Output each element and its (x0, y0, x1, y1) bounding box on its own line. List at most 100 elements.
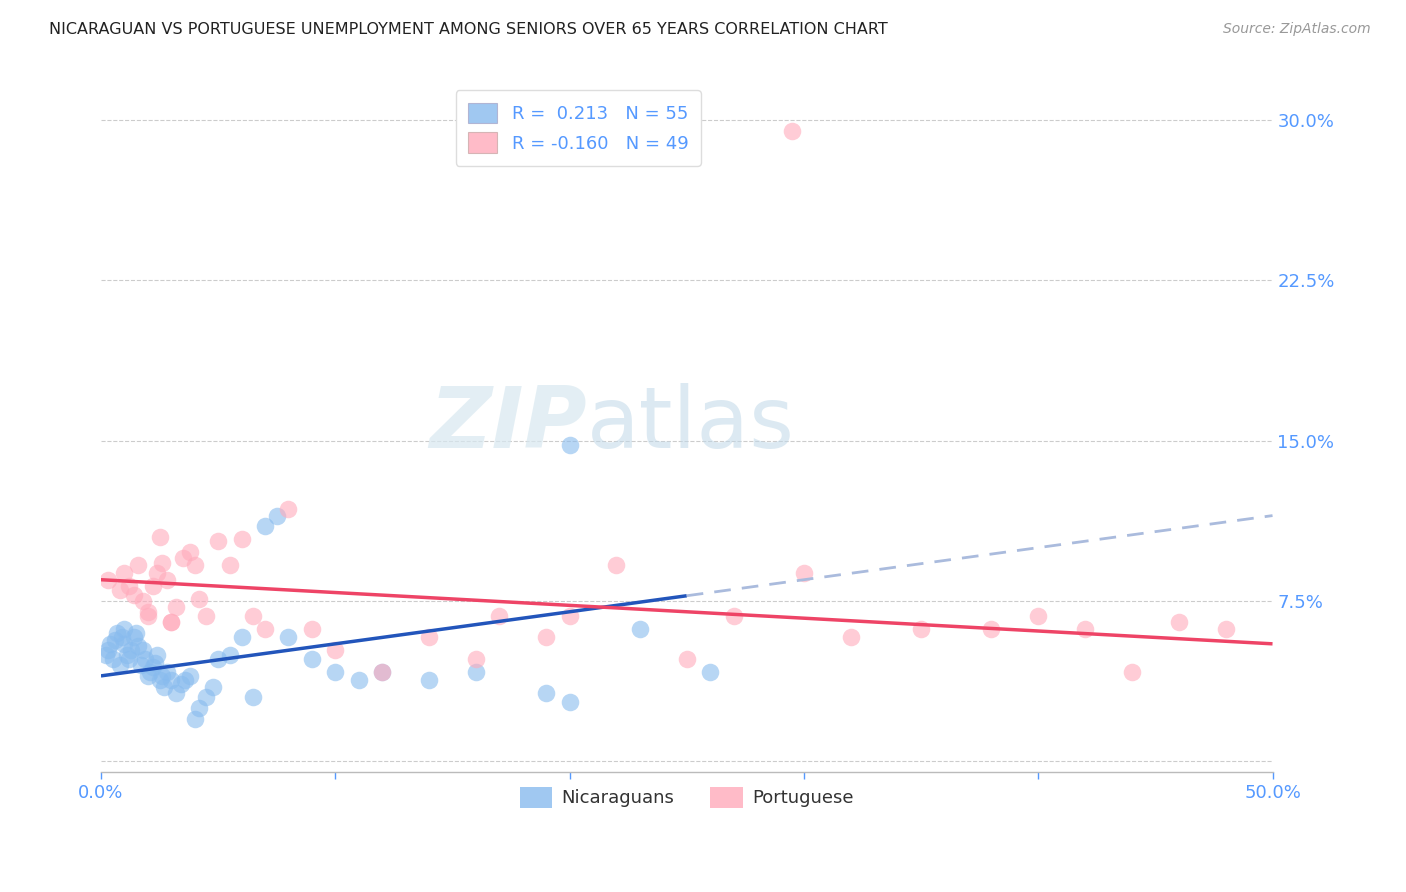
Point (136, 669, 159, 683)
Point (347, 673, 370, 688)
Point (153, 680, 176, 694)
Point (120, 643, 142, 657)
Point (1074, 622, 1097, 636)
Point (534, 686, 557, 700)
Point (132, 643, 155, 657)
Point (108, 583, 131, 598)
Point (112, 637, 135, 651)
Point (101, 652, 124, 666)
Point (242, 609, 264, 624)
Point (323, 665, 346, 679)
Point (558, 438, 581, 452)
Point (97, 573, 120, 587)
Point (105, 626, 128, 640)
Point (179, 669, 201, 683)
Point (112, 566, 135, 581)
Point (202, 680, 225, 694)
Point (146, 648, 169, 662)
Point (127, 639, 149, 653)
Point (464, 665, 486, 679)
Point (148, 530, 170, 544)
Point (155, 573, 177, 587)
Point (323, 643, 346, 657)
Point (136, 609, 159, 624)
Point (675, 652, 697, 666)
Point (188, 591, 211, 606)
Point (558, 694, 581, 708)
Point (165, 600, 187, 615)
Point (207, 534, 229, 549)
Point (118, 652, 141, 666)
Point (980, 622, 1002, 636)
Point (108, 658, 131, 673)
Point (188, 701, 211, 715)
Point (195, 609, 218, 624)
Point (134, 652, 156, 666)
Point (174, 673, 197, 688)
Point (699, 665, 721, 679)
Text: atlas: atlas (588, 384, 796, 467)
Point (160, 615, 183, 630)
Point (97, 643, 120, 657)
Point (231, 532, 253, 546)
Point (195, 690, 218, 705)
Point (231, 631, 253, 645)
Point (141, 579, 163, 593)
Point (301, 622, 323, 636)
Point (253, 622, 276, 636)
Point (160, 673, 183, 688)
Point (98, 637, 121, 651)
Point (910, 622, 932, 636)
Point (218, 648, 240, 662)
Point (150, 556, 173, 570)
Point (125, 626, 148, 640)
Text: Source: ZipAtlas.com: Source: ZipAtlas.com (1223, 22, 1371, 37)
Point (464, 652, 486, 666)
Point (242, 690, 264, 705)
Point (122, 631, 145, 645)
Point (169, 677, 191, 691)
Point (488, 609, 510, 624)
Point (558, 609, 581, 624)
Point (146, 566, 169, 581)
Point (371, 665, 394, 679)
Point (628, 622, 651, 636)
Point (418, 673, 440, 688)
Point (301, 652, 323, 666)
Point (115, 648, 138, 662)
Point (136, 605, 159, 619)
Point (127, 558, 149, 572)
Point (534, 631, 557, 645)
Point (253, 519, 276, 533)
Point (183, 558, 205, 572)
Point (112, 622, 135, 636)
Text: NICARAGUAN VS PORTUGUESE UNEMPLOYMENT AMONG SENIORS OVER 65 YEARS CORRELATION CH: NICARAGUAN VS PORTUGUESE UNEMPLOYMENT AM… (49, 22, 889, 37)
Point (139, 665, 162, 679)
Point (150, 669, 173, 683)
Point (118, 579, 141, 593)
Point (839, 631, 862, 645)
Point (780, 124, 803, 138)
Point (111, 631, 134, 645)
Point (1121, 665, 1143, 679)
Point (207, 652, 229, 666)
Point (179, 545, 201, 559)
Point (172, 551, 194, 566)
Point (793, 566, 815, 581)
Point (1167, 615, 1189, 630)
Point (1026, 609, 1049, 624)
Point (418, 631, 440, 645)
Point (277, 502, 299, 516)
Point (183, 712, 205, 726)
Legend: Nicaraguans, Portuguese: Nicaraguans, Portuguese (513, 780, 860, 815)
Point (148, 673, 170, 688)
Point (94, 648, 117, 662)
Point (129, 658, 152, 673)
Point (266, 508, 288, 523)
Point (143, 656, 166, 670)
Point (1215, 622, 1237, 636)
Point (141, 660, 163, 674)
Point (155, 665, 177, 679)
Point (277, 631, 299, 645)
Point (723, 609, 745, 624)
